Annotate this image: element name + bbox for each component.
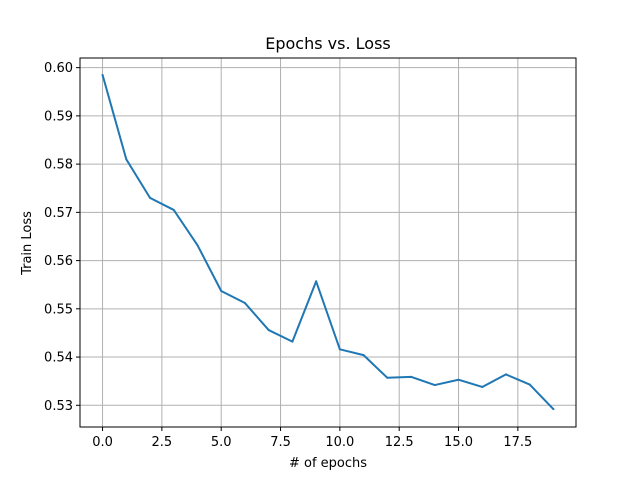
loss-series-line: [101, 74, 555, 410]
loss-data-point: [101, 73, 104, 76]
y-axis: 0.53 0.54 0.55 0.56 0.57 0.58 0.59 0.60: [44, 61, 80, 414]
plot-background: [80, 58, 576, 427]
x-tick-label: 7.5: [270, 435, 291, 450]
y-tick-label: 0.59: [44, 109, 73, 124]
loss-data-point: [410, 375, 413, 378]
chart-title: Epochs vs. Loss: [265, 34, 390, 53]
loss-data-point: [504, 373, 507, 376]
loss-data-point: [362, 354, 365, 357]
y-tick-label: 0.58: [44, 158, 73, 173]
loss-data-point: [172, 208, 175, 211]
loss-data-point: [243, 302, 246, 305]
x-tick-label: 17.5: [503, 435, 532, 450]
loss-data-point: [386, 376, 389, 379]
loss-data-point: [338, 348, 341, 351]
loss-data-point: [457, 378, 460, 381]
y-tick-label: 0.53: [44, 399, 73, 414]
loss-data-point: [220, 289, 223, 292]
loss-data-point: [291, 340, 294, 343]
grid: [80, 58, 576, 427]
x-axis-label: # of epochs: [289, 456, 367, 471]
y-tick-label: 0.60: [44, 61, 73, 76]
y-tick-label: 0.57: [44, 206, 73, 221]
y-axis-label: Train Loss: [20, 211, 35, 276]
loss-data-point: [125, 158, 128, 161]
loss-data-point: [196, 244, 199, 247]
x-tick-label: 15.0: [444, 435, 473, 450]
loss-data-point: [149, 196, 152, 199]
series-layer: [101, 73, 555, 411]
x-tick-label: 10.0: [325, 435, 354, 450]
loss-data-point: [528, 383, 531, 386]
loss-data-point: [552, 408, 555, 411]
x-tick-label: 2.5: [152, 435, 173, 450]
y-tick-label: 0.56: [44, 254, 73, 269]
plot-frame: [79, 57, 577, 428]
y-tick-label: 0.55: [44, 302, 73, 317]
x-tick-label: 5.0: [211, 435, 232, 450]
loss-data-point: [481, 385, 484, 388]
x-tick-label: 12.5: [385, 435, 414, 450]
loss-data-point: [433, 384, 436, 387]
loss-data-point: [267, 329, 270, 332]
x-tick-label: 0.0: [92, 435, 113, 450]
loss-data-point: [315, 280, 318, 283]
y-tick-label: 0.54: [44, 351, 73, 366]
x-axis: 0.0 2.5 5.0 7.5 10.0 12.5 15.0 17.5: [92, 427, 532, 450]
